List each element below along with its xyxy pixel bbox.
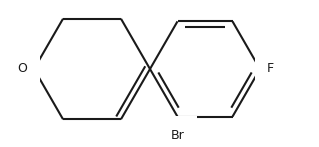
Text: O: O bbox=[17, 62, 27, 76]
Text: F: F bbox=[267, 62, 274, 76]
Text: Br: Br bbox=[171, 129, 184, 142]
